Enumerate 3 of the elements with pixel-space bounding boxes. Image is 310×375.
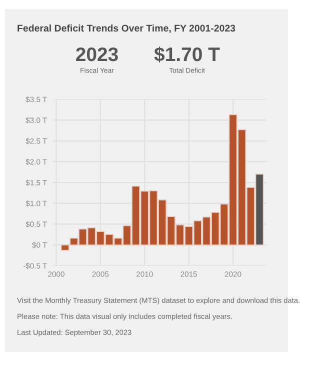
chart-title: Federal Deficit Trends Over Time, FY 2001-2023 [18, 24, 236, 34]
text: $1.70 T [154, 46, 220, 62]
text: 2023 [76, 47, 118, 62]
